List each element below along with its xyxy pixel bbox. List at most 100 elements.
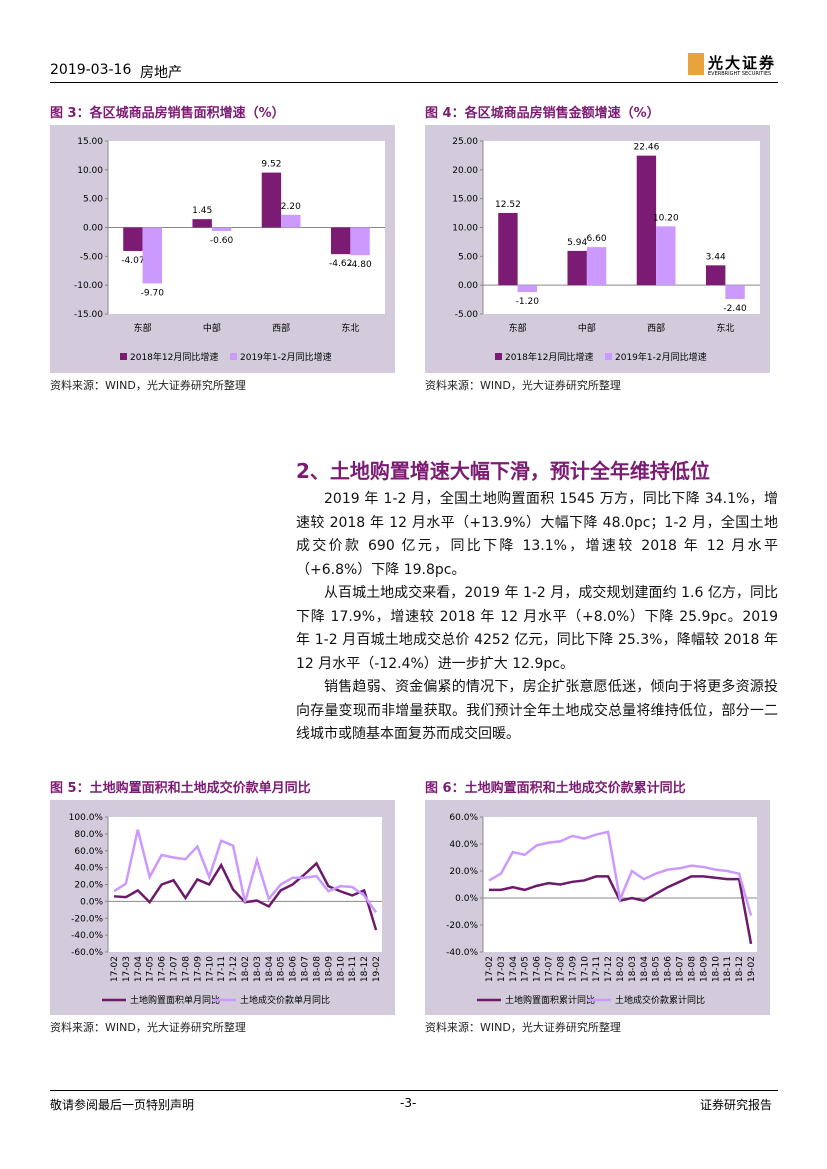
figure-source: 资料来源：WIND，光大证券研究所整理 [425, 1021, 621, 1034]
y-tick-label: -20.0% [71, 914, 103, 924]
y-tick-label: 80.0% [74, 830, 103, 840]
chart: -15.00 -10.00 -5.00 0.00 5.00 10.00 15.00 东部 中部 西… [74, 137, 385, 363]
x-tick-label: 17-11 [592, 956, 602, 982]
y-tick-label: 25.00 [452, 137, 478, 147]
data-label: 22.46 [634, 143, 660, 153]
figure-title: 图 3：各区城商品房销售面积增速（%） [50, 106, 285, 121]
footer-rule [50, 1090, 778, 1091]
x-tick-label: 18-09 [324, 956, 334, 982]
paragraph: 从百城土地成交来看，2019 年 1-2 月，成交规划建面约 1.6 亿方，同比… [296, 585, 778, 672]
data-label: -9.70 [141, 288, 165, 298]
x-tick-label: 18-11 [723, 956, 733, 982]
legend-label: 2019年1-2月同比增速 [615, 351, 707, 363]
y-tick-label: 20.0% [74, 881, 103, 891]
x-tick-label: 19-02 [372, 956, 382, 982]
bar [281, 214, 301, 228]
legend-label: 2018年12月同比增速 [505, 351, 593, 363]
chart: -60.0% -40.0% -20.0% 0.0% 20.0% 40.0% 60.0% 80.… [69, 813, 382, 1006]
data-label: 9.52 [261, 160, 281, 170]
x-tick-label: 18-05 [277, 956, 287, 982]
bar [123, 227, 143, 251]
x-tick-label: 18-03 [628, 956, 638, 982]
x-tick-label: 18-06 [664, 956, 674, 982]
legend-label: 土地购置面积单月同比 [130, 994, 220, 1006]
bar [725, 285, 745, 300]
legend-swatch [230, 353, 237, 360]
y-tick-label: 60.0% [449, 813, 478, 823]
plot-area [483, 817, 757, 952]
legend-label: 土地成交价款单月同比 [240, 994, 330, 1006]
x-tick-label: 东部 [509, 322, 527, 334]
x-tick-label: 18-10 [711, 956, 721, 982]
report-sector: 房地产 [140, 65, 182, 81]
x-tick-label: 18-12 [360, 956, 370, 982]
y-tick-label: 5.00 [458, 252, 478, 262]
logo-text: 光大证券 [708, 54, 777, 72]
data-label: 2.20 [281, 202, 301, 212]
x-tick-label: 17-07 [170, 956, 180, 982]
x-tick-label: 18-02 [616, 956, 626, 982]
data-label: -1.20 [516, 297, 540, 307]
bar [656, 226, 676, 286]
data-label: -4.62 [329, 259, 352, 269]
x-tick-label: 17-03 [497, 956, 507, 982]
legend-label: 土地购置面积累计同比 [505, 994, 595, 1006]
x-tick-label: 17-02 [485, 956, 495, 982]
data-label: 12.52 [495, 200, 521, 210]
x-tick-label: 17-04 [509, 956, 519, 982]
x-tick-label: 18-10 [336, 956, 346, 982]
figure-title: 图 6：土地购置面积和土地成交价款累计同比 [425, 781, 686, 796]
chart-box: -60.0% -40.0% -20.0% 0.0% 20.0% 40.0% 60.0% 80.… [50, 800, 395, 1015]
x-tick-label: 17-05 [146, 956, 156, 982]
y-tick-label: 20.0% [449, 867, 478, 877]
x-tick-label: 东部 [134, 322, 152, 334]
y-tick-label: 10.00 [77, 166, 103, 176]
data-label: -4.07 [121, 256, 144, 266]
x-tick-label: 17-10 [580, 956, 590, 982]
y-tick-label: -15.00 [74, 310, 103, 320]
y-tick-label: 5.00 [83, 195, 103, 205]
x-tick-label: 18-07 [676, 956, 686, 982]
plot-area [108, 817, 382, 952]
chart-box: -15.00 -10.00 -5.00 0.00 5.00 10.00 15.00 东部 中部 西… [50, 125, 395, 373]
x-tick-label: 东北 [716, 322, 734, 334]
y-tick-label: -5.00 [455, 310, 479, 320]
bar [330, 227, 351, 255]
data-label: -0.60 [210, 236, 234, 246]
data-label: 5.94 [567, 238, 587, 248]
x-tick-label: 18-04 [640, 956, 650, 982]
bar [192, 219, 212, 228]
y-tick-label: 100.0% [69, 813, 104, 823]
data-label: 6.60 [587, 234, 607, 244]
bar [498, 212, 518, 286]
bar [350, 227, 370, 256]
legend-swatch [605, 353, 612, 360]
x-tick-label: 西部 [272, 322, 290, 334]
y-tick-label: 40.0% [74, 864, 103, 874]
logo-en: EVERBRIGHT SECURITIES [708, 71, 772, 77]
x-tick-label: 17-10 [205, 956, 215, 982]
bar [567, 250, 587, 286]
x-tick-label: 17-07 [545, 956, 555, 982]
chart-box: -5.00 0.00 5.00 10.00 15.00 20.00 25.00 东部 中部 西部 东… [425, 125, 770, 373]
x-tick-label: 17-12 [229, 956, 239, 982]
line-series [488, 830, 753, 916]
x-tick-label: 18-05 [652, 956, 662, 982]
chart: -40.0%-20.0%0.0%20.0%40.0%60.0%17-02 17-0… [446, 813, 757, 1006]
x-tick-label: 18-12 [735, 956, 745, 982]
x-tick-label: 17-12 [604, 956, 614, 982]
legend-swatch [120, 353, 127, 360]
y-tick-label: 0.00 [83, 224, 103, 234]
figure-title: 图 5：土地购置面积和土地成交价款单月同比 [50, 781, 311, 796]
x-tick-label: 18-08 [312, 956, 322, 982]
x-tick-label: 18-08 [687, 956, 697, 982]
chart-box: -40.0% -20.0% 0.0% 20.0% 40.0% 60.0% 17-02 17-0… [425, 800, 770, 1015]
x-tick-label: 中部 [578, 322, 596, 334]
y-tick-label: -20.0% [446, 921, 478, 931]
legend-label: 2018年12月同比增速 [130, 351, 218, 363]
x-tick-label: 西部 [647, 322, 665, 334]
y-tick-label: 15.00 [77, 137, 103, 147]
y-tick-label: 0.00 [458, 281, 478, 291]
data-label: 3.44 [706, 252, 726, 262]
